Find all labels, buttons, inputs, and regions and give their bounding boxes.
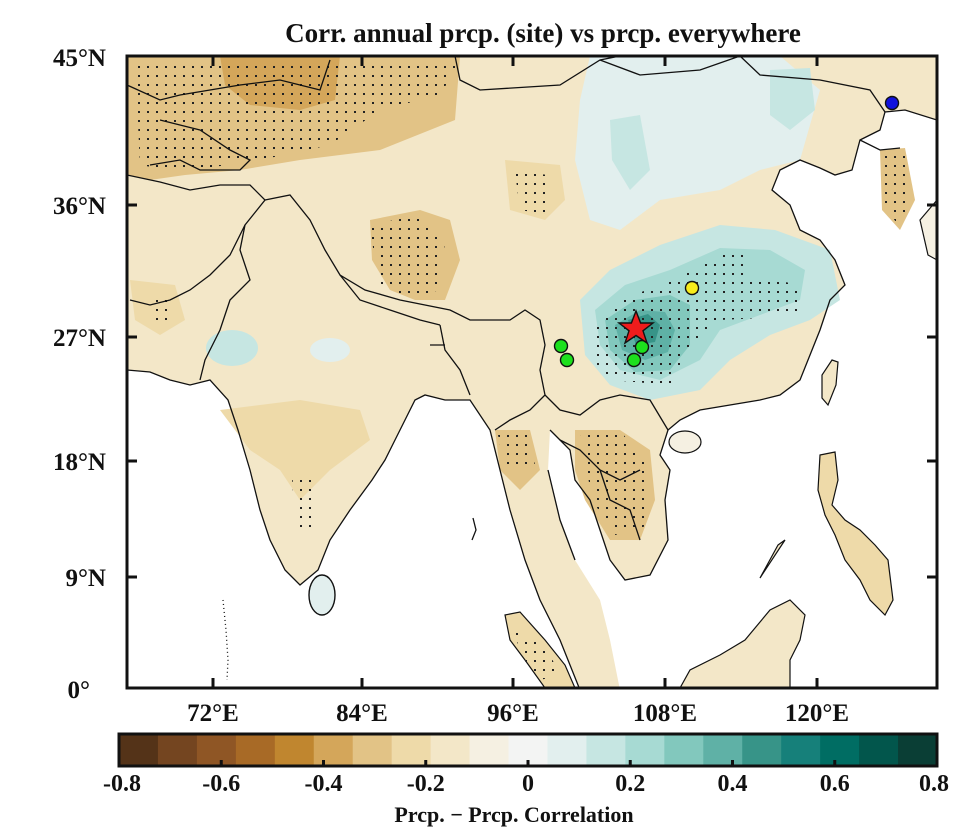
- map-frame: [125, 54, 939, 690]
- land-palawan: [759, 539, 786, 579]
- border-kazakh: [127, 59, 331, 101]
- land-hainan: [668, 430, 702, 454]
- y-axis: 45°N 36°N 27°N 18°N 9°N 0°: [53, 45, 937, 704]
- colorbar-cells: [119, 734, 938, 766]
- colorbar-cell: [703, 734, 743, 766]
- chart-title: Corr. annual prcp. (site) vs prcp. every…: [285, 18, 801, 48]
- x-tick-label: 120°E: [785, 700, 849, 727]
- colorbar-cell: [625, 734, 665, 766]
- colorbar-tick-label: -0.2: [407, 771, 445, 797]
- patch-mongolia-core: [770, 68, 815, 130]
- coastline-indochina: [547, 109, 937, 581]
- x-tick-label: 108°E: [633, 700, 697, 727]
- land-srilanka: [308, 574, 336, 616]
- border-pakistan-india: [199, 224, 251, 381]
- marker-green-2: [559, 352, 575, 368]
- y-tick-label: 0°: [68, 677, 91, 704]
- x-tick-label: 72°E: [187, 700, 239, 727]
- border-korea: [859, 139, 901, 151]
- colorbar-cell: [235, 734, 276, 766]
- border-myanmar-china: [544, 394, 669, 431]
- marker-star-site: [616, 309, 656, 345]
- y-tick-label: 18°N: [53, 449, 106, 476]
- colorbar-cell: [781, 734, 821, 766]
- colorbar-cell: [274, 734, 315, 766]
- colorbar-cell: [898, 734, 938, 766]
- stipple-west-india: [150, 295, 168, 320]
- stipple-sumatra: [515, 630, 560, 680]
- y-tick-label: 27°N: [53, 325, 106, 352]
- colorbar-cell: [352, 734, 393, 766]
- colorbar-title: Prcp. − Prcp. Correlation: [394, 802, 633, 827]
- colorbar-tick-label: 0.6: [820, 771, 850, 797]
- land-mass: [127, 56, 937, 688]
- border-indochina: [559, 439, 641, 541]
- colorbar-tick-label: 0.2: [615, 771, 645, 797]
- marker-green-4: [626, 352, 642, 368]
- site-markers: [553, 95, 900, 368]
- land-philippines: [817, 451, 894, 616]
- stipple-india-east: [292, 475, 315, 535]
- borders: [127, 56, 937, 688]
- border-central-asia: [149, 119, 252, 171]
- colorbar-tick-labels: -0.8 -0.6 -0.4 -0.2 0 0.2 0.4 0.6 0.8: [103, 771, 949, 797]
- coastline-asia: [127, 369, 580, 688]
- land-asia: [127, 56, 937, 688]
- stipple-indochina: [580, 430, 650, 535]
- y-tick-label: 45°N: [53, 45, 106, 72]
- colorbar-tick-label: 0.8: [919, 771, 949, 797]
- border-bangladesh: [430, 324, 471, 396]
- stipple-myanmar: [498, 435, 535, 470]
- colorbar-tick-label: -0.6: [202, 771, 240, 797]
- colorbar-cell: [742, 734, 782, 766]
- colorbar-cell: [157, 734, 198, 766]
- andaman: [471, 517, 477, 541]
- land-taiwan: [821, 359, 839, 407]
- land-borneo: [679, 599, 806, 688]
- border-nepal: [339, 274, 441, 326]
- y-tick-label: 36°N: [53, 193, 106, 220]
- x-tick-label: 84°E: [336, 700, 388, 727]
- colorbar-cell: [859, 734, 899, 766]
- patch-north-china: [575, 56, 820, 230]
- marker-green-1: [553, 338, 569, 354]
- patch-north-china-core: [610, 115, 650, 190]
- map-area: [127, 56, 937, 688]
- colorbar-tick-label: -0.8: [103, 771, 141, 797]
- x-tick-label: 96°E: [487, 700, 539, 727]
- marker-yellow: [684, 280, 700, 296]
- colorbar-cell: [820, 734, 860, 766]
- colorbar-tick-label: 0: [522, 771, 534, 797]
- stipple-korea: [882, 152, 912, 225]
- colorbar-tick-label: -0.4: [305, 771, 343, 797]
- colorbar-cell: [586, 734, 626, 766]
- x-axis: 72°E 84°E 96°E 108°E 120°E: [187, 56, 849, 727]
- border-china-north: [454, 56, 886, 113]
- colorbar-cell: [119, 734, 159, 766]
- stipple-tibet: [370, 215, 445, 298]
- colorbar-cell: [313, 734, 354, 766]
- y-tick-label: 9°N: [65, 565, 106, 592]
- land-japan: [919, 199, 937, 261]
- patch-india-negative: [220, 400, 370, 500]
- colorbar-cell: [664, 734, 704, 766]
- colorbar-cell: [430, 734, 471, 766]
- marker-green-3: [634, 339, 650, 355]
- patch-india-positive: [206, 330, 258, 366]
- border-india-china: [264, 194, 546, 431]
- border-mongolia: [599, 56, 741, 76]
- marker-blue: [884, 95, 900, 111]
- colorbar-cell: [547, 734, 588, 766]
- colorbar-cell: [469, 734, 510, 766]
- colorbar-tick-label: 0.4: [718, 771, 748, 797]
- patch-india-positive-2: [310, 338, 350, 362]
- colorbar-cell: [196, 734, 237, 766]
- colorbar: -0.8 -0.6 -0.4 -0.2 0 0.2 0.4 0.6 0.8 Pr…: [103, 732, 949, 827]
- stipple-qaidam: [515, 172, 550, 215]
- colorbar-ticks: [219, 760, 837, 766]
